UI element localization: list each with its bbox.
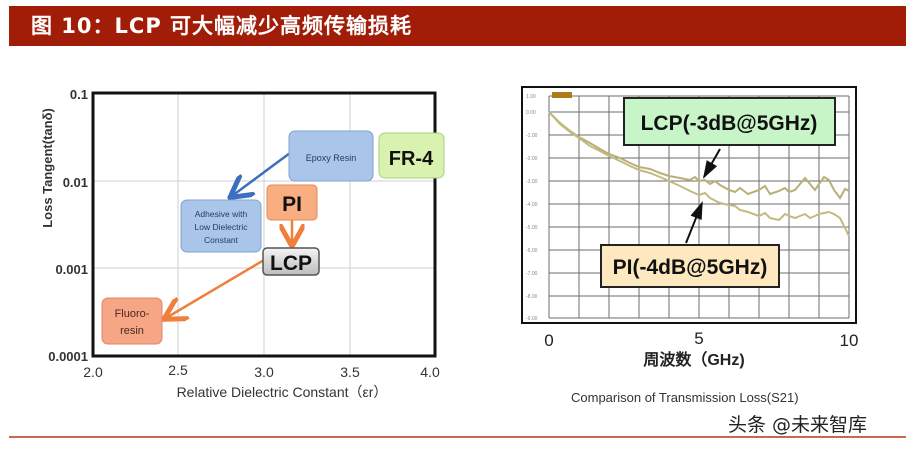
svg-text:Epoxy Resin: Epoxy Resin	[306, 153, 357, 163]
svg-text:PI(-4dB@5GHz): PI(-4dB@5GHz)	[613, 256, 768, 279]
svg-text:Fluoro-: Fluoro-	[115, 308, 150, 320]
r-y-tick-m3: -3.00	[526, 179, 538, 185]
r-y-tick-m5: -5.00	[526, 225, 538, 231]
box-epoxy-resin: Epoxy Resin	[288, 130, 374, 182]
x-tick-2.5: 2.5	[168, 362, 188, 378]
x-tick-3.0: 3.0	[254, 364, 274, 380]
r-y-tick-m7: -7.00	[526, 271, 538, 277]
svg-text:LCP: LCP	[270, 252, 312, 275]
box-pi: PI	[266, 184, 318, 221]
svg-text:LCP(-3dB@5GHz): LCP(-3dB@5GHz)	[641, 112, 818, 135]
svg-text:Constant: Constant	[204, 235, 239, 245]
left-grid	[93, 93, 435, 356]
y-tick-0.1: 0.1	[70, 87, 88, 102]
x-tick-4.0: 4.0	[420, 364, 440, 380]
lcp-pointer-arrow	[703, 148, 721, 179]
y-axis-label: Loss Tangent(tanδ)	[40, 108, 55, 228]
figure-title-bar: 图 10：LCP 可大幅减少高频传输损耗	[9, 6, 906, 46]
pi-pointer-arrow	[685, 201, 703, 244]
box-fluoro-resin: Fluoro- resin	[101, 297, 163, 345]
trace-marker-tag	[552, 92, 572, 98]
chart-caption: Comparison of Transmission Loss(S21)	[571, 390, 799, 405]
r-y-tick-1: 1.00	[526, 94, 536, 100]
box-adhesive: Adhesive with Low Dielectric Constant	[180, 199, 262, 253]
r-y-tick-m8: -8.00	[526, 294, 538, 300]
r-x-axis-label: 周波数（GHz)	[643, 350, 744, 369]
r-y-tick-m1: -1.00	[526, 133, 538, 139]
pi-annotation-box: PI(-4dB@5GHz)	[600, 244, 780, 288]
arrow-epoxy-to-adhesive	[232, 151, 291, 196]
r-y-tick-m2: -2.00	[526, 156, 538, 162]
r-x-tick-0: 0	[544, 331, 553, 350]
bottom-divider	[9, 436, 906, 438]
left-plot-frame	[91, 91, 437, 358]
r-y-tick-m9: -9.00	[526, 316, 538, 322]
x-axis-label: Relative Dielectric Constant（εr）	[177, 384, 388, 400]
y-tick-0.001: 0.001	[55, 262, 88, 277]
svg-text:Low Dielectric: Low Dielectric	[195, 222, 249, 232]
r-y-tick-m4: -4.00	[526, 202, 538, 208]
svg-text:FR-4: FR-4	[389, 148, 434, 170]
r-y-tick-m6: -6.00	[526, 248, 538, 254]
y-tick-0.0001: 0.0001	[48, 349, 88, 364]
transmission-loss-chart: 1.00 0.00 -1.00 -2.00 -3.00 -4.00 -5.00 …	[521, 86, 859, 369]
r-y-tick-0: 0.00	[526, 110, 536, 116]
lcp-annotation-box: LCP(-3dB@5GHz)	[623, 97, 836, 146]
watermark: 头条 @未来智库	[728, 414, 868, 436]
svg-text:Adhesive with: Adhesive with	[195, 209, 248, 219]
box-lcp: LCP	[262, 247, 320, 276]
svg-text:PI: PI	[282, 193, 302, 216]
lcp-trace	[548, 111, 850, 200]
box-fr4: FR-4	[378, 132, 445, 179]
x-tick-3.5: 3.5	[340, 364, 360, 380]
r-x-tick-10: 10	[840, 331, 859, 350]
loss-tangent-chart: 0.1 0.01 0.001 0.0001 2.0 2.5 3.0 3.5 4.…	[40, 87, 445, 400]
y-tick-0.01: 0.01	[63, 175, 88, 190]
x-tick-2.0: 2.0	[83, 364, 103, 380]
arrow-lcp-to-fluoro	[166, 258, 265, 318]
pi-trace	[548, 111, 850, 237]
svg-text:resin: resin	[120, 325, 144, 337]
r-x-tick-5: 5	[694, 329, 703, 348]
figure-title: 图 10：LCP 可大幅减少高频传输损耗	[31, 14, 413, 38]
